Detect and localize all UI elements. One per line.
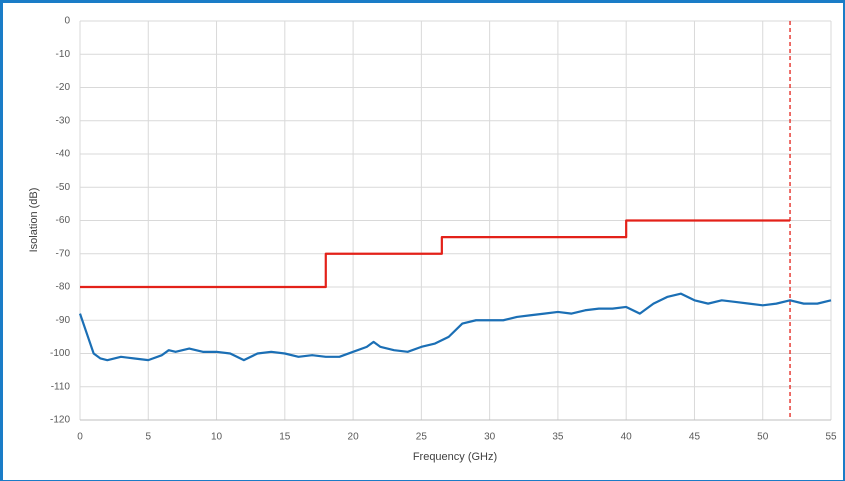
x-tick-label: 40 — [621, 432, 633, 443]
y-tick-label: -80 — [56, 282, 71, 293]
y-tick-label: -120 — [50, 415, 70, 426]
y-tick-label: -20 — [56, 82, 71, 93]
y-tick-label: -10 — [56, 49, 71, 60]
series-line — [78, 292, 832, 362]
y-tick-label: -90 — [56, 315, 71, 326]
y-tick-label: -110 — [51, 381, 71, 392]
x-tick-label: 15 — [279, 432, 291, 443]
x-tick-label: 35 — [552, 432, 564, 443]
x-tick-label: 25 — [416, 432, 428, 443]
y-tick-label: 0 — [64, 16, 70, 27]
x-tick-label: 30 — [484, 432, 496, 443]
y-tick-label: -60 — [56, 215, 71, 226]
x-tick-label: 20 — [348, 432, 360, 443]
y-tick-label: -30 — [56, 115, 71, 126]
y-tick-label: -40 — [56, 149, 71, 160]
y-tick-label: -70 — [56, 248, 71, 259]
x-tick-label: 5 — [145, 432, 151, 443]
x-axis-title: Frequency (GHz) — [413, 451, 497, 463]
y-tick-label: -100 — [50, 348, 70, 359]
series-line — [80, 219, 791, 289]
y-axis-title: Isolation (dB) — [28, 188, 40, 253]
x-tick-label: 50 — [757, 432, 769, 443]
x-tick-label: 55 — [825, 432, 837, 443]
x-tick-label: 0 — [77, 432, 83, 443]
x-tick-label: 45 — [689, 432, 701, 443]
x-tick-label: 10 — [211, 432, 223, 443]
y-tick-label: -50 — [56, 182, 71, 193]
